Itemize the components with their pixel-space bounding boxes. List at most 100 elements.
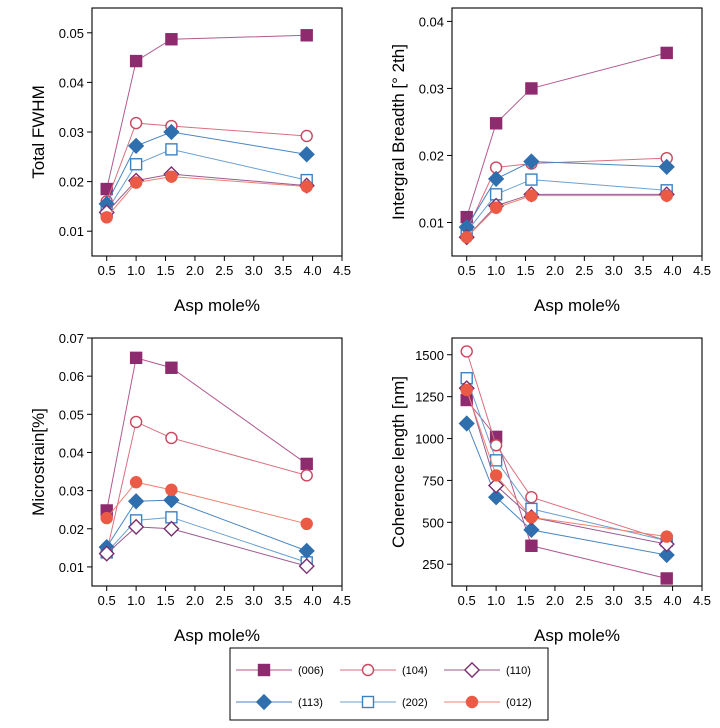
data-point [489,469,503,482]
x-tick-label: 3.5 [274,263,292,278]
series-line [466,157,667,231]
series-113 [458,415,675,564]
x-tick-label: 3.5 [274,593,292,608]
series-line [466,378,667,542]
series-line [106,526,307,567]
legend-marker [465,695,479,709]
series-line [466,193,667,238]
x-tick-label: 3.0 [245,263,263,278]
x-tick-label: 4.5 [693,263,711,278]
x-tick-label: 4.0 [664,593,682,608]
x-tick-label: 3.0 [605,593,623,608]
y-axis-label: Intergral Breadth [° 2th] [389,44,408,220]
legend-label: (012) [506,697,532,709]
series-line [106,481,307,525]
y-tick-label: 250 [422,557,444,572]
y-tick-label: 0.04 [419,14,444,29]
legend: (006) (104) (110) (113) (202) (012) [229,647,549,721]
x-tick-label: 3.5 [634,593,652,608]
legend-entry: (113) [236,693,323,711]
y-axis-label: Microstrain[%] [29,408,48,516]
data-point [163,492,180,509]
x-tick-label: 2.5 [215,593,233,608]
data-point [165,170,178,183]
series-012 [100,170,313,224]
x-tick-label: 1.5 [156,263,174,278]
x-tick-label: 2.5 [575,263,593,278]
series-line [466,160,667,228]
data-point [525,173,538,186]
data-point [129,351,143,365]
x-tick-label: 1.5 [516,263,534,278]
y-tick-label: 0.03 [419,81,444,96]
x-tick-label: 4.5 [333,263,351,278]
y-tick-label: 1000 [415,432,444,447]
y-tick-label: 1250 [415,390,444,405]
series-line [106,421,307,553]
series-012 [100,476,313,531]
data-point [163,520,180,537]
x-tick-label: 1.5 [516,593,534,608]
y-tick-label: 1500 [415,348,444,363]
legend-entry: (104) [340,663,428,677]
series-line [106,357,307,511]
x-tick-label: 1.0 [127,593,145,608]
y-tick-label: 0.05 [59,26,84,41]
data-point [658,158,675,175]
x-tick-label: 4.0 [304,593,322,608]
series-line [466,389,667,538]
data-point [525,511,538,524]
series-110 [98,518,315,575]
data-point [660,46,673,60]
x-tick-label: 0.5 [458,593,476,608]
series-006 [460,46,673,224]
data-point [487,477,505,494]
plot-frame [451,7,703,257]
legend-marker [257,663,271,677]
data-point [163,123,180,141]
series-line [106,131,307,205]
series-line [106,516,307,563]
plot-frame [91,337,343,587]
y-tick-label: 0.03 [59,484,84,499]
data-point [300,129,313,143]
y-tick-label: 0.04 [59,445,84,460]
series-line [106,176,307,218]
series-line [466,195,667,238]
y-tick-label: 0.01 [59,560,84,575]
chart-panel-4: 0.5 1.0 1.5 2.0 2.5 3.0 3.5 4.0 4.5 250 500 750 1000… [389,337,711,645]
x-tick-label: 1.0 [127,263,145,278]
data-point [100,211,113,224]
x-axis-label: Asp mole% [534,296,620,315]
data-point [525,189,538,202]
series-line [466,351,667,542]
data-point [129,476,143,489]
series-line [466,179,667,233]
data-point [460,231,473,244]
data-point [660,572,673,585]
legend-marker [255,693,273,711]
legend-entry: (202) [340,695,428,709]
series-012 [460,189,673,244]
y-tick-label: 0.01 [59,224,84,239]
series-012 [460,383,673,543]
y-tick-label: 0.07 [59,331,84,346]
x-axis-label: Asp mole% [174,296,260,315]
series-104 [460,345,673,547]
x-tick-label: 2.0 [546,593,564,608]
data-point [127,137,145,155]
x-tick-label: 4.0 [664,263,682,278]
series-line [106,122,307,202]
data-point [100,182,113,196]
y-tick-label: 0.04 [59,75,84,90]
data-point [300,517,313,531]
chart-panel-2: 0.5 1.0 1.5 2.0 2.5 3.0 3.5 4.0 4.5 0.01 0.02 0.03 0… [389,7,711,315]
y-tick-label: 0.03 [59,125,84,140]
data-point [129,176,143,189]
legend-label: (006) [298,665,324,677]
x-tick-label: 4.5 [333,593,351,608]
x-tick-label: 2.5 [215,263,233,278]
x-tick-label: 0.5 [458,263,476,278]
legend-marker [463,661,481,679]
